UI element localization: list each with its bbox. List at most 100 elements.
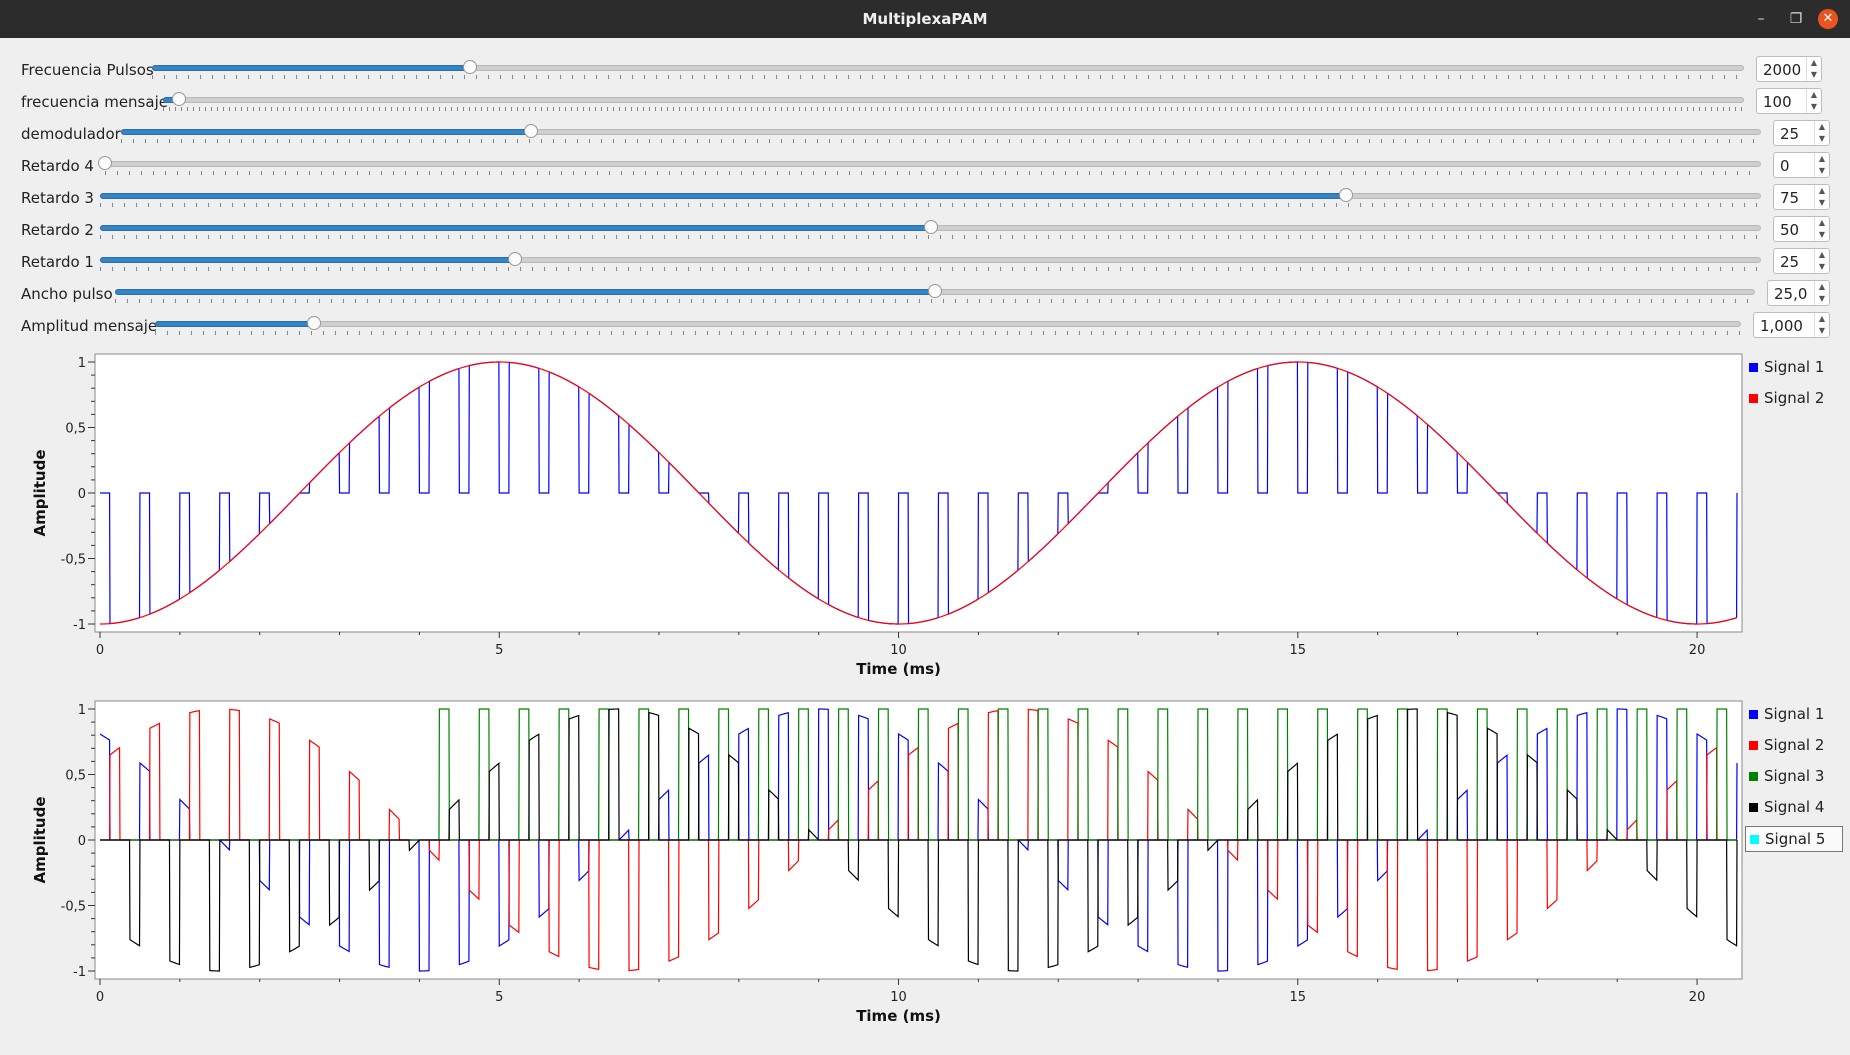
spin-up-icon[interactable]: ▲ [1806,89,1821,101]
slider-ticks [105,171,1761,175]
ancho-pulso-spinbox[interactable]: 25,0 ▲ ▼ [1767,280,1830,306]
spinbox-value[interactable]: 0 [1780,157,1790,175]
retardo-3-slider[interactable] [100,186,1761,210]
frecuencia-pulsos-slider[interactable] [152,58,1744,82]
legend-swatch [1749,772,1758,781]
control-row-retardo-1: Retardo 1 25 ▲ ▼ [0,247,1850,279]
retardo-1-slider[interactable] [100,250,1761,274]
slider-ticks [100,203,1761,207]
slider-handle[interactable] [508,252,523,266]
spin-up-icon[interactable]: ▲ [1814,185,1829,197]
spin-down-icon[interactable]: ▼ [1814,229,1829,241]
legend-item-signal-4[interactable]: Signal 4 [1745,795,1843,821]
frecuencia-mensaje-slider[interactable] [163,90,1744,114]
x-axis-title: Time (ms) [856,660,941,678]
spin-down-icon[interactable]: ▼ [1814,165,1829,177]
spinbox-value[interactable]: 75 [1780,189,1800,207]
y-tick-label: 0 [78,487,86,502]
spin-up-icon[interactable]: ▲ [1814,281,1829,293]
y-tick-label: 1 [78,703,86,718]
series-line-signal-2 [100,361,1738,625]
demodulador-slider[interactable] [121,122,1761,146]
restore-button[interactable]: ❐ [1789,11,1803,27]
slider-handle[interactable] [524,124,538,138]
slider-fill [155,321,316,327]
x-tick-label: 0 [96,990,104,1005]
spinbox-value[interactable]: 1,000 [1760,317,1803,335]
amplitud-mensaje-slider[interactable] [155,314,1741,338]
y-tick-label: -0,5 [61,900,86,915]
legend-item-signal-2[interactable]: Signal 2 [1745,386,1843,412]
spin-up-icon[interactable]: ▲ [1806,57,1821,69]
minimize-button[interactable]: – [1757,11,1765,27]
y-tick-label: -1 [73,618,86,633]
y-axis-title: Amplitude [31,449,49,536]
control-label: demodulador [21,125,121,143]
legend-item-signal-1[interactable]: Signal 1 [1745,355,1843,381]
legend-item-signal-3[interactable]: Signal 3 [1745,764,1843,790]
y-tick-label: 0,5 [65,769,86,784]
spinbox-value[interactable]: 100 [1763,93,1792,111]
slider-ticks [100,267,1761,271]
spin-down-icon[interactable]: ▼ [1814,133,1829,145]
control-row-retardo-3: Retardo 3 75 ▲ ▼ [0,183,1850,215]
x-tick-label: 5 [495,643,503,658]
slider-handle[interactable] [1338,188,1353,202]
spinbox-value[interactable]: 2000 [1763,61,1802,79]
retardo-3-spinbox[interactable]: 75 ▲ ▼ [1773,184,1830,210]
legend-item-signal-1[interactable]: Signal 1 [1745,702,1843,728]
spinbox-value[interactable]: 25,0 [1774,285,1808,303]
retardo-4-slider[interactable] [98,154,1761,178]
slider-handle[interactable] [98,156,112,170]
spin-down-icon[interactable]: ▼ [1806,69,1821,81]
time-plot-1[interactable]: 0 5 10 15 20 1 0,5 0 -0,5 -1 Time (ms) Amplitude [0,350,1850,690]
slider-handle[interactable] [923,220,938,234]
legend-swatch [1750,835,1759,844]
retardo-2-slider[interactable] [100,218,1761,242]
frecuencia-pulsos-spinbox[interactable]: 2000 ▲ ▼ [1756,56,1822,82]
window-titlebar: MultiplexaPAM – ❐ ✕ [0,0,1850,38]
demodulador-spinbox[interactable]: 25 ▲ ▼ [1773,120,1830,146]
x-tick-label: 10 [890,990,907,1005]
legend-label: Signal 1 [1764,358,1825,376]
retardo-4-spinbox[interactable]: 0 ▲ ▼ [1773,152,1830,178]
close-button[interactable]: ✕ [1818,9,1838,29]
spin-down-icon[interactable]: ▼ [1814,325,1829,337]
ancho-pulso-slider[interactable] [115,282,1755,306]
spinbox-value[interactable]: 25 [1780,125,1800,143]
retardo-2-spinbox[interactable]: 50 ▲ ▼ [1773,216,1830,242]
time-plot-2[interactable]: 0 5 10 15 20 1 0,5 0 -0,5 -1 Time (ms) Amplitude [0,697,1850,1037]
retardo-1-spinbox[interactable]: 25 ▲ ▼ [1773,248,1830,274]
spin-down-icon[interactable]: ▼ [1814,197,1829,209]
legend-swatch [1749,710,1758,719]
slider-handle[interactable] [171,92,186,106]
spin-down-icon[interactable]: ▼ [1806,101,1821,113]
slider-groove [105,161,1761,167]
spin-up-icon[interactable]: ▲ [1814,249,1829,261]
spin-up-icon[interactable]: ▲ [1814,153,1829,165]
slider-handle[interactable] [306,316,321,330]
amplitud-mensaje-spinbox[interactable]: 1,000 ▲ ▼ [1753,312,1830,338]
legend-label: Signal 4 [1764,798,1825,816]
slider-handle[interactable] [463,60,478,74]
legend-label: Signal 5 [1765,830,1826,848]
legend-swatch [1749,741,1758,750]
frecuencia-mensaje-spinbox[interactable]: 100 ▲ ▼ [1756,88,1822,114]
spin-up-icon[interactable]: ▲ [1814,121,1829,133]
x-tick-label: 20 [1689,643,1706,658]
spinbox-value[interactable]: 25 [1780,253,1800,271]
spinbox-value[interactable]: 50 [1780,221,1800,239]
legend-item-signal-5[interactable]: Signal 5 [1745,826,1843,852]
y-tick-label: -1 [73,965,86,980]
legend-item-signal-2[interactable]: Signal 2 [1745,733,1843,759]
control-row-frecuencia-pulsos: Frecuencia Pulsos 2000 ▲ ▼ [0,55,1850,87]
slider-ticks [152,75,1744,79]
slider-groove [155,321,1741,327]
control-label: Frecuencia Pulsos [21,61,154,79]
spin-up-icon[interactable]: ▲ [1814,217,1829,229]
x-tick-label: 20 [1689,990,1706,1005]
spin-up-icon[interactable]: ▲ [1814,313,1829,325]
slider-handle[interactable] [928,284,942,298]
spin-down-icon[interactable]: ▼ [1814,293,1829,305]
spin-down-icon[interactable]: ▼ [1814,261,1829,273]
